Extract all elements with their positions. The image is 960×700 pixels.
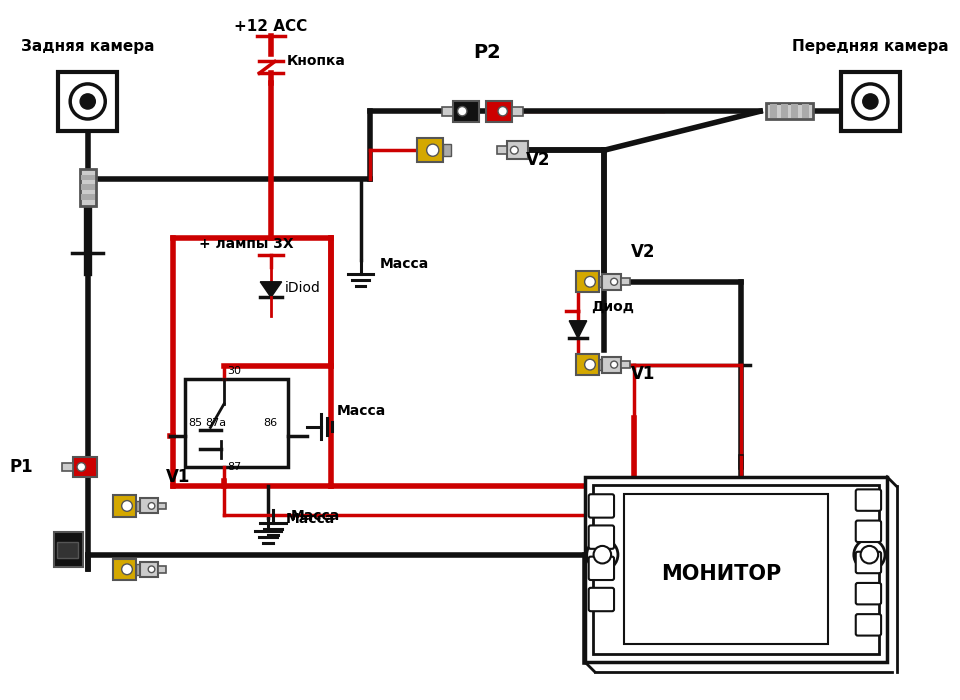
Polygon shape: [569, 321, 587, 338]
Circle shape: [80, 94, 95, 109]
Bar: [57, 542, 78, 558]
Circle shape: [122, 564, 132, 575]
Bar: [136, 500, 143, 511]
Bar: [136, 564, 143, 575]
Text: 86: 86: [263, 417, 277, 428]
Circle shape: [148, 503, 155, 510]
FancyBboxPatch shape: [855, 583, 881, 604]
Bar: [139, 498, 157, 513]
Bar: [497, 146, 507, 154]
Bar: [486, 101, 512, 122]
Bar: [602, 357, 621, 372]
Text: Задняя камера: Задняя камера: [21, 38, 155, 54]
Circle shape: [122, 500, 132, 511]
Bar: [770, 104, 777, 118]
Bar: [444, 144, 451, 156]
Bar: [157, 503, 166, 510]
Bar: [780, 104, 787, 118]
FancyBboxPatch shape: [588, 526, 614, 549]
Circle shape: [587, 539, 618, 570]
Bar: [602, 274, 621, 290]
Text: + лампы 3X: + лампы 3X: [200, 237, 294, 251]
Bar: [841, 72, 900, 131]
Bar: [585, 477, 887, 662]
Circle shape: [863, 94, 878, 109]
Circle shape: [611, 279, 617, 286]
Circle shape: [585, 276, 595, 287]
Bar: [185, 379, 288, 467]
FancyBboxPatch shape: [855, 489, 881, 511]
Bar: [576, 271, 599, 293]
Text: Кнопка: Кнопка: [286, 55, 346, 69]
Bar: [139, 562, 157, 577]
Text: V1: V1: [166, 468, 190, 486]
Text: Масса: Масса: [291, 509, 340, 523]
Bar: [417, 138, 444, 162]
Text: 87: 87: [227, 462, 241, 472]
Polygon shape: [260, 282, 281, 298]
Bar: [576, 354, 599, 375]
Circle shape: [852, 84, 888, 119]
Circle shape: [498, 106, 508, 116]
FancyBboxPatch shape: [588, 556, 614, 580]
Circle shape: [585, 359, 595, 370]
Text: Масса: Масса: [285, 512, 335, 526]
Bar: [113, 559, 136, 580]
Text: Диод: Диод: [591, 300, 635, 314]
Bar: [54, 532, 83, 568]
Text: V2: V2: [526, 150, 551, 169]
Bar: [113, 495, 136, 517]
Text: МОНИТОР: МОНИТОР: [661, 564, 781, 584]
Text: Масса: Масса: [380, 257, 429, 271]
Bar: [81, 194, 94, 200]
Circle shape: [148, 566, 155, 573]
Bar: [599, 359, 606, 370]
Bar: [73, 457, 97, 477]
Bar: [791, 104, 799, 118]
Circle shape: [70, 84, 106, 119]
Bar: [624, 494, 828, 644]
Text: iDiod: iDiod: [284, 281, 321, 295]
Text: Масса: Масса: [336, 404, 386, 418]
Circle shape: [860, 546, 878, 564]
Circle shape: [611, 361, 617, 368]
Bar: [592, 484, 879, 654]
Bar: [599, 276, 606, 287]
Circle shape: [853, 539, 885, 570]
Text: +12 ACC: +12 ACC: [234, 20, 307, 34]
Bar: [453, 101, 479, 122]
Circle shape: [426, 144, 439, 156]
Bar: [507, 141, 528, 159]
FancyBboxPatch shape: [855, 552, 881, 573]
Bar: [442, 106, 453, 116]
Bar: [81, 174, 94, 181]
Bar: [157, 566, 166, 573]
Text: V2: V2: [631, 244, 655, 261]
Bar: [803, 104, 809, 118]
Circle shape: [77, 463, 85, 471]
Bar: [766, 104, 813, 119]
FancyBboxPatch shape: [588, 588, 614, 611]
FancyBboxPatch shape: [855, 614, 881, 636]
FancyBboxPatch shape: [855, 521, 881, 542]
Text: P2: P2: [473, 43, 501, 62]
FancyBboxPatch shape: [588, 494, 614, 517]
Circle shape: [458, 106, 467, 116]
Bar: [621, 361, 630, 368]
Text: 87a: 87a: [205, 417, 227, 428]
Text: 85: 85: [188, 417, 203, 428]
Bar: [512, 106, 523, 116]
Text: Передняя камера: Передняя камера: [792, 38, 948, 54]
Bar: [59, 72, 117, 131]
Bar: [621, 279, 630, 286]
Bar: [81, 184, 94, 190]
Text: 30: 30: [227, 366, 241, 377]
Bar: [80, 169, 95, 206]
Circle shape: [593, 546, 612, 564]
Bar: [62, 463, 73, 471]
Text: V1: V1: [631, 365, 655, 383]
Circle shape: [511, 146, 518, 154]
Text: P1: P1: [10, 458, 34, 476]
